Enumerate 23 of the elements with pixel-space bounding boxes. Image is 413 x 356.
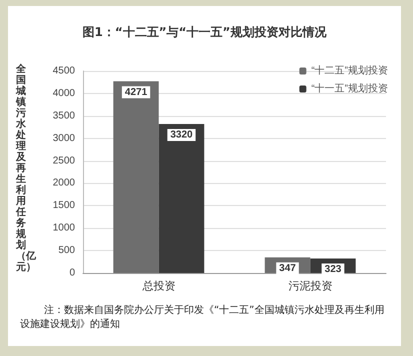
- data-label: 3320: [170, 129, 194, 140]
- bar: [113, 81, 159, 273]
- y-tick-label: 2500: [52, 155, 76, 166]
- y-tick-label: 2000: [52, 178, 76, 189]
- data-label: 323: [324, 264, 342, 275]
- y-tick-label: 4000: [52, 88, 76, 99]
- y-tick-label: 4500: [52, 66, 76, 76]
- y-tick-label: 500: [58, 245, 76, 256]
- data-label: 4271: [124, 86, 148, 98]
- text: 注：数据来自国务院办公厅关于印发《“十二五”全国城镇污水处理及再生利用设施建设规划》的通知: [20, 304, 386, 332]
- y-tick-label: 1000: [52, 222, 76, 234]
- chart-title: 图1：“十二五”与“十一五”规划投资对比情况: [82, 24, 328, 41]
- y-tick-label: 1500: [52, 200, 76, 212]
- y-tick-label: 3500: [52, 110, 76, 122]
- x-tick-label: 污泥投资: [288, 280, 332, 292]
- bar: [158, 124, 204, 273]
- x-tick-label: 总投资: [141, 280, 176, 292]
- legend-label: “十二五”规划投资: [311, 64, 388, 76]
- y-tick-label: 3000: [52, 132, 76, 144]
- y-tick-label: 0: [69, 268, 76, 278]
- data-label: 347: [279, 262, 296, 274]
- text: 全国城镇污水处理及再生利用任务规划（亿元）: [16, 64, 36, 273]
- legend-label: “十一五”规划投资: [311, 82, 388, 94]
